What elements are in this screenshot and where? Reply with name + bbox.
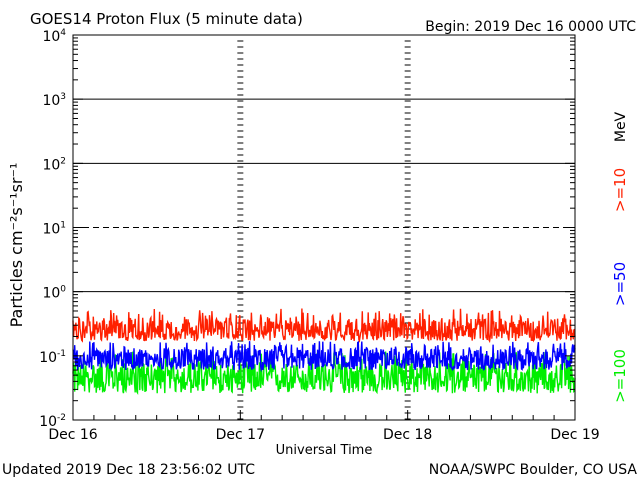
x-axis-label: Universal Time bbox=[276, 443, 373, 458]
legend-10mev: >=10 bbox=[611, 168, 629, 212]
y-tick-label: 10-1 bbox=[39, 349, 66, 366]
x-tick-label: Dec 18 bbox=[383, 427, 432, 443]
x-tick-label: Dec 17 bbox=[216, 427, 265, 443]
y-tick-label: 101 bbox=[42, 221, 66, 238]
footer-updated: Updated 2019 Dec 18 23:56:02 UTC bbox=[2, 462, 255, 478]
y-axis-label: Particles cm⁻²s⁻¹sr⁻¹ bbox=[7, 163, 26, 328]
legend-unit: MeV bbox=[613, 111, 629, 142]
footer-source: NOAA/SWPC Boulder, CO USA bbox=[429, 462, 638, 478]
x-tick-label: Dec 19 bbox=[550, 427, 599, 443]
y-axis-ticks: 104 103 102 101 100 10-1 10-2 bbox=[39, 28, 575, 430]
chart-title: GOES14 Proton Flux (5 minute data) bbox=[30, 10, 303, 28]
y-tick-label: 100 bbox=[42, 285, 66, 302]
plot-series bbox=[72, 308, 576, 395]
y-tick-label: 104 bbox=[42, 28, 66, 45]
begin-label: Begin: 2019 Dec 16 0000 UTC bbox=[425, 19, 636, 35]
y-tick-label: 103 bbox=[42, 92, 66, 109]
energy-legend: MeV >=10 >=50 >=100 bbox=[611, 111, 629, 402]
series-line-100mev bbox=[72, 351, 576, 395]
legend-50mev: >=50 bbox=[611, 262, 629, 306]
y-tick-label: 10-2 bbox=[39, 413, 66, 430]
series-line-50mev bbox=[72, 340, 576, 373]
y-tick-label: 102 bbox=[42, 156, 66, 173]
series-line-10mev bbox=[72, 308, 576, 344]
legend-100mev: >=100 bbox=[611, 349, 629, 403]
x-axis-ticks: Dec 16 Dec 17 Dec 18 Dec 19 bbox=[48, 410, 600, 443]
x-tick-label: Dec 16 bbox=[48, 427, 97, 443]
